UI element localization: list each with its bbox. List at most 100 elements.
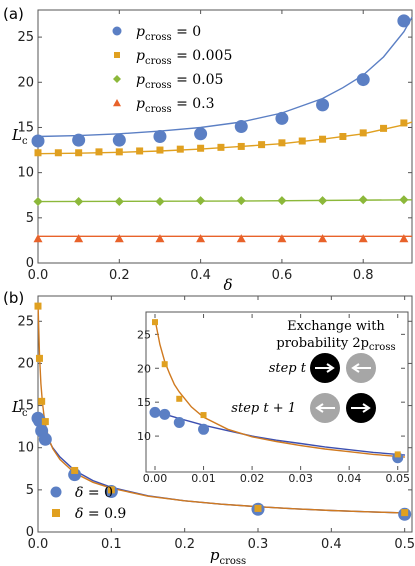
diamond-marker bbox=[399, 195, 409, 205]
panel-a-xlabel: δ bbox=[223, 276, 232, 294]
triangle-marker bbox=[196, 234, 206, 243]
panel-a-x-tick-label: 0.0 bbox=[28, 268, 49, 283]
panel-b-xlabel: pcross bbox=[210, 546, 246, 566]
diamond-marker bbox=[33, 197, 43, 207]
inset-step2-label: step t + 1 bbox=[231, 401, 296, 416]
square-marker bbox=[34, 149, 42, 157]
inset-caption-line2: probability 2pcross bbox=[276, 336, 395, 353]
inset-frame bbox=[145, 311, 409, 473]
square-marker bbox=[217, 143, 225, 151]
panel-a-points bbox=[31, 14, 411, 243]
square-marker bbox=[200, 412, 207, 419]
square-marker bbox=[41, 418, 49, 426]
circle-marker bbox=[31, 134, 45, 148]
circle-marker bbox=[159, 408, 171, 420]
square-marker bbox=[114, 52, 120, 58]
circle-marker bbox=[198, 423, 210, 435]
legend-entry-label: pcross = 0.05 bbox=[136, 72, 223, 91]
panel-b-y-tick-label: 10 bbox=[17, 441, 34, 456]
legend-entry-label: pcross = 0 bbox=[136, 24, 201, 43]
inset-caption-line1: Exchange with bbox=[287, 319, 385, 334]
inset-points bbox=[149, 319, 404, 464]
circle-marker bbox=[112, 133, 126, 147]
panel-b-y-tick-label: 25 bbox=[17, 314, 34, 329]
panel-b-legend: δ = 0 δ = 0.9 bbox=[50, 485, 126, 522]
panel-a-ylabel: Lc bbox=[11, 126, 28, 147]
inset-x-tick-label: 0.04 bbox=[337, 472, 362, 485]
panel-b-x-tick-label: 0.3 bbox=[248, 537, 269, 552]
square-marker bbox=[359, 129, 367, 137]
arrow-right-icon bbox=[351, 403, 371, 413]
circle-marker bbox=[234, 120, 248, 134]
panel-a-x-tick-label: 0.8 bbox=[353, 268, 374, 283]
panel-b-points bbox=[31, 302, 412, 521]
panel-b-inset: 0.00 0.01 0.02 0.03 0.04 0.05 10 15 20 25 Exchang… bbox=[137, 311, 410, 485]
legend-entry-sub: cross bbox=[145, 32, 172, 43]
triangle-marker bbox=[33, 234, 43, 243]
diamond-marker bbox=[113, 75, 121, 83]
square-marker bbox=[319, 135, 327, 143]
square-marker bbox=[400, 119, 408, 127]
inset-x-tick-label: 0.03 bbox=[288, 472, 313, 485]
triangle-marker bbox=[155, 234, 165, 243]
fit-curve-1 bbox=[37, 121, 413, 155]
legend-entry-label: pcross = 0.005 bbox=[136, 48, 232, 67]
arrow-right-icon bbox=[315, 363, 335, 373]
circle-marker bbox=[149, 406, 161, 418]
panel-a-y-tick-label: 5 bbox=[26, 211, 34, 226]
panel-b-ylabel: Lc bbox=[11, 398, 28, 419]
panel-a-y-tick-label: 25 bbox=[17, 30, 34, 45]
square-marker bbox=[35, 354, 43, 362]
panel-b: (b) Lc pcross 0.0 0.1 0.2 0.3 0.4 0.5 0 5 10 15 20… bbox=[3, 289, 415, 566]
inset-y-tick-label: 10 bbox=[137, 430, 151, 443]
square-marker bbox=[298, 137, 306, 145]
legend-entry-prefix: δ bbox=[75, 506, 83, 522]
legend-entry-value: = 0.3 bbox=[172, 96, 215, 112]
square-marker bbox=[95, 148, 103, 156]
inset-y-tick-label: 20 bbox=[137, 362, 151, 375]
square-marker bbox=[156, 146, 164, 154]
triangle-marker bbox=[277, 234, 287, 243]
legend-entry-label: pcross = 0.3 bbox=[136, 96, 215, 115]
diamond-marker bbox=[318, 196, 328, 206]
legend-entry-value: = 0.9 bbox=[83, 506, 126, 522]
square-marker bbox=[278, 139, 286, 147]
legend-entry-sub: cross bbox=[145, 80, 172, 91]
square-marker bbox=[258, 141, 266, 149]
square-marker bbox=[107, 486, 115, 494]
panel-a-y-tick-label: 0 bbox=[26, 256, 34, 271]
inset-x-tick-label: 0.02 bbox=[240, 472, 265, 485]
panel-b-x-tick-label: 0.2 bbox=[174, 537, 195, 552]
legend-entry-prefix: p bbox=[136, 24, 145, 40]
panel-b-ticks: 0.0 0.1 0.2 0.3 0.4 0.5 0 5 10 15 20 25 bbox=[17, 296, 415, 552]
square-marker bbox=[136, 147, 144, 155]
fit-curve-2 bbox=[37, 199, 413, 203]
inset-step1-label: step t bbox=[269, 361, 307, 376]
panel-a-x-tick-label: 0.6 bbox=[272, 268, 293, 283]
legend-entry-label: δ = 0 bbox=[75, 485, 113, 501]
diamond-marker bbox=[236, 196, 246, 206]
panel-a-ticks: 0.0 0.2 0.4 0.6 0.8 0 5 10 15 20 25 bbox=[17, 10, 412, 283]
triangle-marker bbox=[358, 234, 368, 243]
square-marker bbox=[34, 302, 42, 310]
circle-marker bbox=[38, 432, 52, 446]
panel-b-y-tick-label: 5 bbox=[26, 483, 34, 498]
circle-marker bbox=[194, 127, 208, 141]
panel-b-x-tick-label: 0.1 bbox=[101, 537, 122, 552]
square-marker bbox=[176, 395, 183, 402]
circle-marker bbox=[173, 417, 185, 429]
triangle-marker bbox=[114, 234, 124, 243]
triangle-marker bbox=[399, 234, 409, 243]
square-marker bbox=[197, 144, 205, 152]
panel-a-x-tick-label: 0.4 bbox=[190, 268, 211, 283]
triangle-marker bbox=[236, 234, 246, 243]
legend-entry-value: = 0.005 bbox=[172, 48, 233, 64]
diamond-marker bbox=[155, 197, 165, 207]
panel-b-x-tick-label: 0.0 bbox=[28, 537, 49, 552]
legend-entry-prefix: p bbox=[136, 72, 145, 88]
circle-marker bbox=[112, 26, 122, 36]
square-marker bbox=[339, 133, 347, 140]
square-marker bbox=[54, 149, 62, 157]
